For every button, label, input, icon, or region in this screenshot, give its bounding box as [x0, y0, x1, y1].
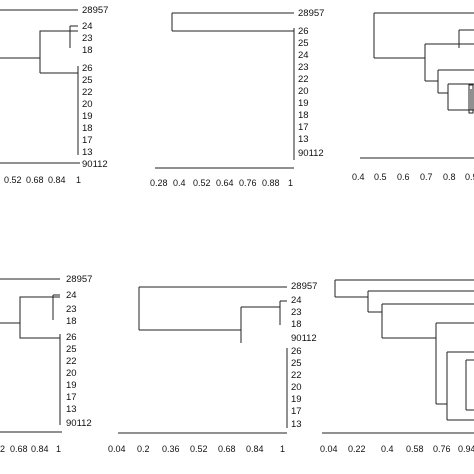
dendrogram-panel-5: 28957 24 23 18 90112 26 25 22 20 19 17 1… [108, 281, 317, 454]
leaf-label: 26 [82, 63, 93, 74]
leaf-label: 13 [82, 147, 93, 158]
tick-label: 0.94 [458, 444, 474, 454]
leaf-label: 90112 [66, 418, 92, 429]
branch [468, 84, 474, 114]
leaf-label: 25 [298, 38, 309, 49]
tick-label: 0.22 [348, 444, 366, 454]
leaf-label: 13 [66, 404, 77, 415]
leaf-label: 24 [291, 295, 302, 306]
tick-label: 0.84 [31, 444, 49, 454]
leaf-label: 18 [66, 316, 77, 327]
branch [19, 323, 60, 339]
tick-label: 0.52 [4, 175, 22, 185]
leaf-label: 18 [82, 123, 93, 134]
dendrogram-panel-4: 28957 24 23 18 26 25 22 20 19 17 13 9011… [0, 274, 92, 454]
leaf-label: 28957 [66, 274, 92, 285]
leaf-label: 18 [298, 110, 309, 121]
branch [0, 296, 60, 324]
leaf-label: 90112 [82, 159, 108, 170]
leaf-label: 28957 [291, 281, 317, 292]
leaf-label: 24 [82, 21, 93, 32]
leaf-label: 19 [82, 111, 93, 122]
tick-label: 0.76 [239, 178, 257, 188]
leaf-label: 24 [66, 290, 77, 301]
tick-label: 0.68 [10, 444, 28, 454]
tick-label: 0.84 [48, 175, 66, 185]
branch [0, 30, 78, 59]
tick-label: 0.04 [108, 444, 126, 454]
tick-label: 0.64 [216, 178, 234, 188]
tick-label: 0.36 [162, 444, 180, 454]
leaf-label: 26 [66, 332, 77, 343]
tick-label: 0.4 [173, 178, 186, 188]
tick-label: 0.7 [420, 172, 433, 182]
leaf-label: 28957 [82, 5, 108, 16]
leaf-label: 23 [291, 307, 302, 318]
tick-label: 0.28 [150, 178, 168, 188]
leaf-label: 90112 [291, 333, 317, 344]
dendrogram-panel-1: 28957 24 23 18 26 25 22 20 19 18 17 13 9… [0, 5, 108, 185]
leaf-label: 25 [66, 344, 77, 355]
tick-label: 0.68 [218, 444, 236, 454]
tick-label: 0.2 [137, 444, 150, 454]
leaf-label: 23 [82, 33, 93, 44]
leaf-label: 25 [82, 75, 93, 86]
leaf-label: 18 [291, 319, 302, 330]
leaf-label: 26 [291, 346, 302, 357]
tick-label: 0.76 [433, 444, 451, 454]
leaf-label: 24 [298, 50, 309, 61]
leaf-label: 17 [82, 135, 93, 146]
tick-label: 0.58 [406, 444, 424, 454]
leaf-label: 17 [298, 122, 309, 133]
dendrogram-panel-6: 0.04 0.22 0.4 0.58 0.76 0.94 [320, 279, 474, 454]
tick-label: 0.5 [374, 172, 387, 182]
leaf-label: 17 [291, 406, 302, 417]
tick-label: 0.68 [26, 175, 44, 185]
tick-label: 0.52 [190, 444, 208, 454]
tick-label: 1 [280, 444, 285, 454]
dendrogram-panel-2: 28957 26 25 24 23 22 20 19 18 17 13 9011… [150, 8, 324, 188]
tick-label: 0.4 [381, 444, 394, 454]
leaf-label: 23 [298, 62, 309, 73]
leaf-label: 22 [298, 74, 309, 85]
leaf-label: 19 [298, 98, 309, 109]
leaf-label: 22 [66, 356, 77, 367]
tick-label: 0.8 [443, 172, 456, 182]
tick-label: 1 [56, 444, 61, 454]
leaf-label: 90112 [298, 148, 324, 159]
leaf-label: 23 [66, 304, 77, 315]
leaf-label: 22 [82, 87, 93, 98]
leaf-label: 18 [82, 45, 93, 56]
leaf-label: 20 [66, 368, 77, 379]
tick-label: 0.52 [193, 178, 211, 188]
leaf-label: 19 [66, 380, 77, 391]
tick-label: 1 [76, 175, 81, 185]
tick-label: 0.88 [262, 178, 280, 188]
dendrogram-panel-3: 0.4 0.5 0.6 0.7 0.8 0.9 [352, 12, 474, 182]
tick-label: 0.4 [352, 172, 365, 182]
leaf-label: 20 [82, 99, 93, 110]
tick-label: 0.9 [465, 172, 474, 182]
leaf-label: 20 [291, 382, 302, 393]
leaf-label: 20 [298, 86, 309, 97]
tick-label: 0.84 [246, 444, 264, 454]
leaf-label: 26 [298, 26, 309, 37]
leaf-label: 25 [291, 358, 302, 369]
leaf-label: 19 [291, 394, 302, 405]
leaf-label: 13 [291, 419, 302, 430]
leaf-label: 17 [66, 392, 77, 403]
leaf-label: 13 [298, 134, 309, 145]
leaf-label: 22 [291, 370, 302, 381]
tick-label: 1 [288, 178, 293, 188]
leaf-label: 28957 [298, 8, 324, 19]
tick-label: 0.6 [397, 172, 410, 182]
tick-label: 2 [0, 444, 5, 454]
tick-label: 0.04 [320, 444, 338, 454]
